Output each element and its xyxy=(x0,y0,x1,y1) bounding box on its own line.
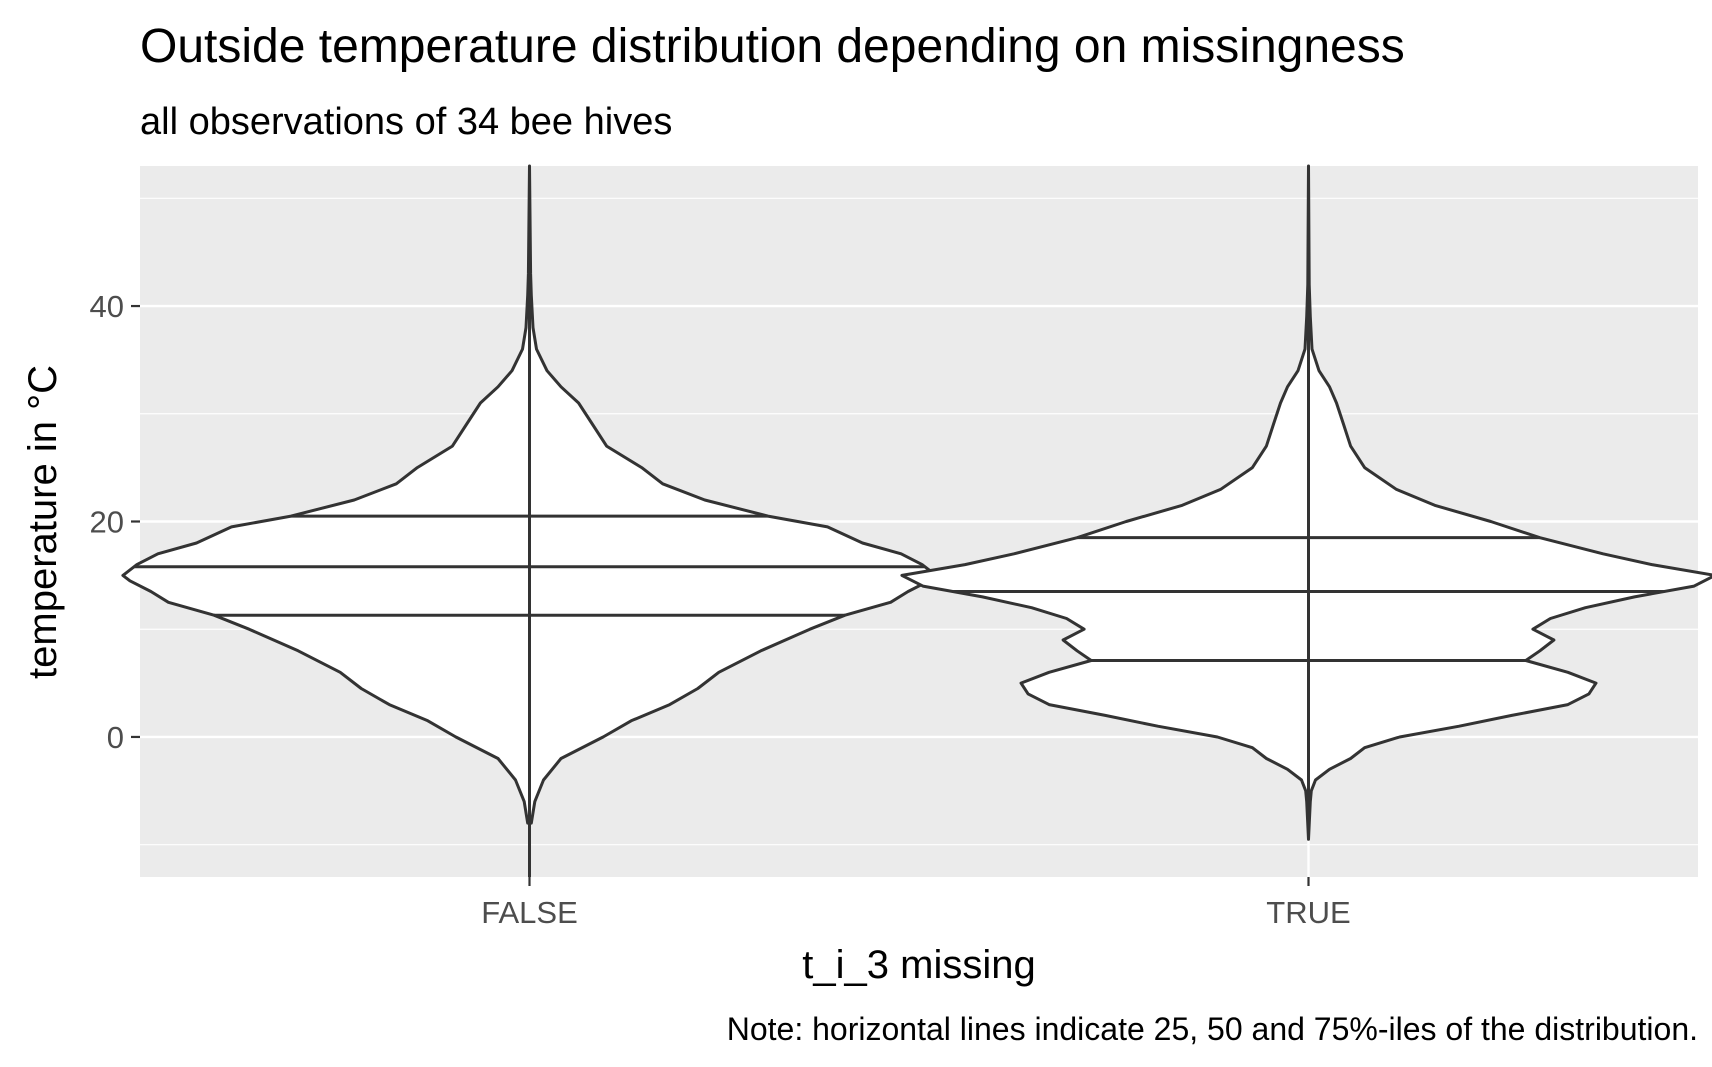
y-tick-label: 20 xyxy=(90,505,124,540)
y-tick-label: 0 xyxy=(107,720,124,755)
x-tick-label: TRUE xyxy=(1266,895,1350,930)
chart-title: Outside temperature distribution dependi… xyxy=(140,20,1405,73)
chart-caption: Note: horizontal lines indicate 25, 50 a… xyxy=(727,1011,1698,1047)
x-axis: FALSE TRUE xyxy=(481,877,1351,930)
chart-subtitle: all observations of 34 bee hives xyxy=(140,101,672,143)
x-tick-label: FALSE xyxy=(481,895,578,930)
y-axis: 0 20 40 xyxy=(90,289,140,755)
y-tick-label: 40 xyxy=(90,289,124,324)
x-axis-label: t_i_3 missing xyxy=(802,943,1035,987)
violins xyxy=(121,164,1712,877)
y-axis-label: temperature in °C xyxy=(21,365,65,679)
